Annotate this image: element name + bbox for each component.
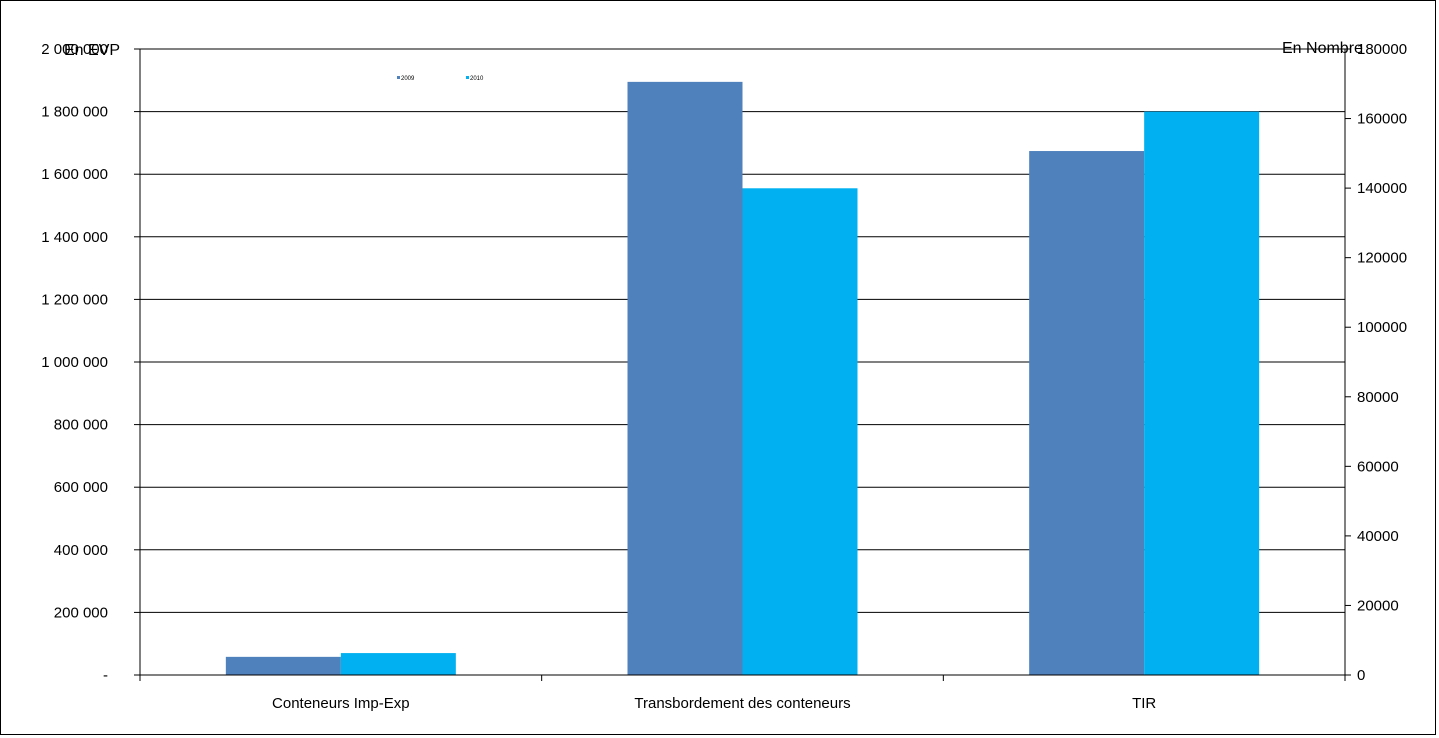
bar-2009-1 — [225, 656, 341, 675]
legend-swatch-2010 — [466, 76, 469, 79]
y-right-tick-label: 100000 — [1357, 319, 1407, 336]
bar-2010-1 — [340, 653, 456, 675]
legend-label-2009: 2009 — [401, 76, 415, 82]
y-left-tick-label: 1 600 000 — [41, 166, 108, 183]
y-right-tick-label: 140000 — [1357, 180, 1407, 197]
y-right-tick-label: 40000 — [1357, 528, 1399, 545]
y-right-tick-label: 80000 — [1357, 389, 1399, 406]
y-right-tick-label: 60000 — [1357, 458, 1399, 475]
y-right-tick-label: 0 — [1357, 667, 1365, 684]
y-left-unit-label: En EVP — [64, 42, 120, 59]
y-right-tick-label: 120000 — [1357, 250, 1407, 267]
legend-label-2010: 2010 — [470, 76, 484, 82]
y-left-tick-label: 2 000 000 — [41, 41, 108, 58]
y-left-tick-label: 1 000 000 — [41, 354, 108, 371]
x-category-label: Transbordement des conteneurs — [634, 695, 850, 712]
y-left-tick-label: 400 000 — [54, 542, 108, 559]
y-right-tick-label: 160000 — [1357, 111, 1407, 128]
y-right-tick-label: 180000 — [1357, 41, 1407, 58]
y-left-tick-label: 1 400 000 — [41, 229, 108, 246]
y-left-tick-label: 1 800 000 — [41, 104, 108, 121]
y-right-tick-label: 20000 — [1357, 597, 1399, 614]
bar-2009-3 — [1029, 151, 1145, 676]
y-left-tick-label: 800 000 — [54, 417, 108, 434]
bar-2009-2 — [627, 81, 743, 676]
y-left-tick-label: - — [103, 667, 108, 684]
legend-swatch-2009 — [397, 76, 400, 79]
x-category-label: TIR — [1132, 695, 1156, 712]
y-left-tick-label: 1 200 000 — [41, 291, 108, 308]
bar-2010-2 — [742, 188, 858, 675]
y-right-unit-label: En Nombre — [1282, 40, 1363, 57]
bar-2010-3 — [1144, 111, 1260, 676]
y-left-tick-label: 600 000 — [54, 479, 108, 496]
x-category-label: Conteneurs Imp-Exp — [272, 695, 410, 712]
y-left-tick-label: 200 000 — [54, 604, 108, 621]
